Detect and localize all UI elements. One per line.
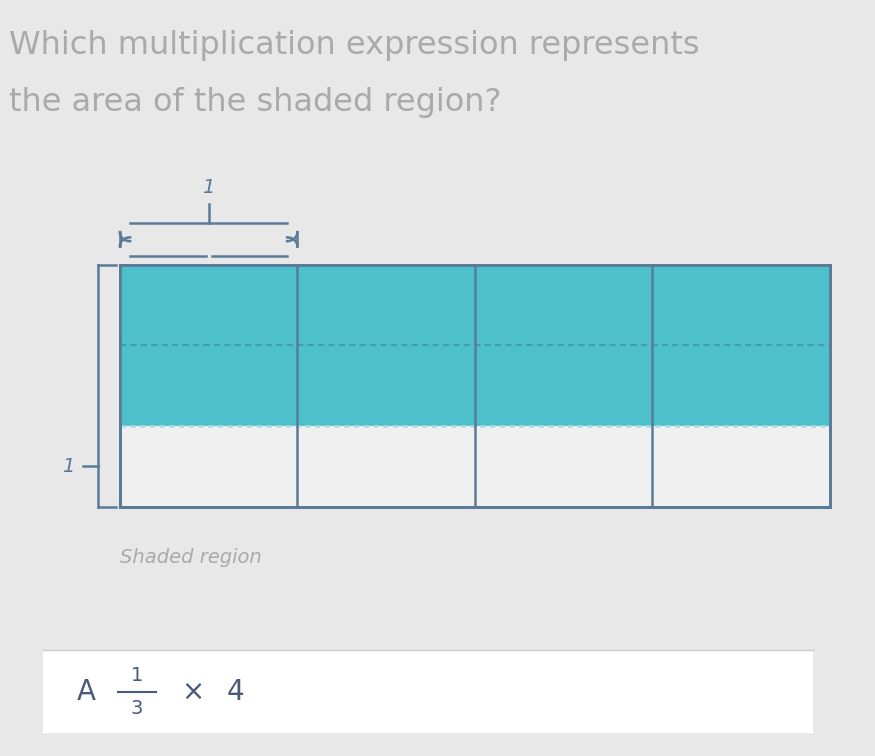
Text: ×: × bbox=[181, 677, 204, 706]
Text: Shaded region: Shaded region bbox=[120, 548, 262, 567]
Text: 1: 1 bbox=[130, 665, 144, 685]
Bar bbox=[120, 265, 830, 426]
Text: 3: 3 bbox=[130, 699, 144, 718]
Text: Which multiplication expression represents: Which multiplication expression represen… bbox=[9, 30, 699, 61]
Text: 4: 4 bbox=[227, 677, 244, 706]
Text: 1: 1 bbox=[202, 178, 214, 197]
Text: 1: 1 bbox=[62, 457, 74, 476]
Bar bbox=[43, 650, 813, 733]
Text: the area of the shaded region?: the area of the shaded region? bbox=[9, 87, 501, 118]
Text: A: A bbox=[77, 677, 96, 706]
Bar bbox=[120, 265, 830, 507]
